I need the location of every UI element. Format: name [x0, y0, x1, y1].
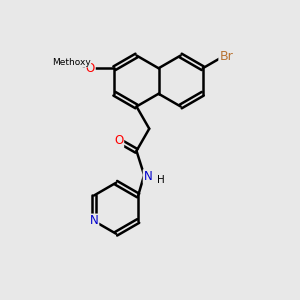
Text: N: N [144, 170, 152, 183]
Text: O: O [114, 134, 123, 147]
Text: Methoxy: Methoxy [52, 58, 90, 67]
Text: H: H [157, 175, 164, 184]
Text: N: N [90, 214, 98, 227]
Text: Br: Br [219, 50, 233, 63]
Text: O: O [85, 62, 95, 75]
